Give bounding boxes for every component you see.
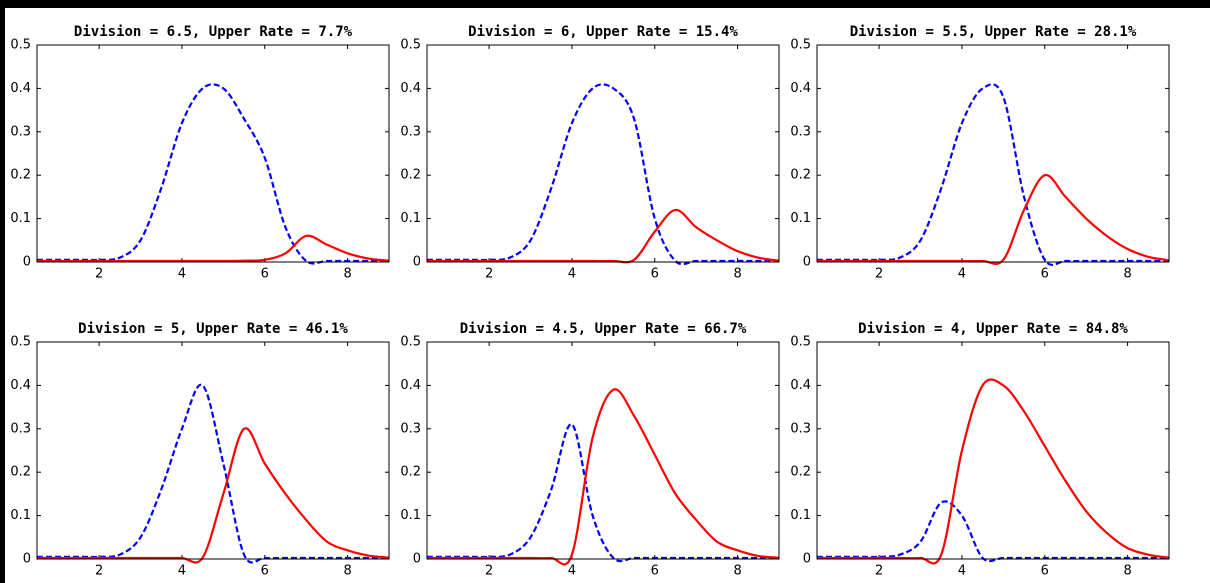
axes-box: [36, 44, 390, 263]
x-tick-label: 6: [261, 564, 269, 579]
y-tick-label: 0.4: [400, 81, 421, 96]
x-tick-label: 8: [733, 564, 741, 579]
y-tick-label: 0.3: [790, 421, 811, 436]
y-tick-label: 0.3: [790, 124, 811, 139]
line-series: [36, 383, 389, 564]
y-tick-label: 0.1: [790, 508, 811, 523]
x-tick-label: 4: [178, 564, 186, 579]
chart-title: Division = 6.5, Upper Rate = 7.7%: [74, 24, 353, 40]
chart-title: Division = 5, Upper Rate = 46.1%: [78, 321, 348, 337]
y-tick-label: 0.2: [400, 465, 421, 480]
y-tick-label: 0.1: [10, 211, 31, 226]
line-series: [37, 83, 389, 265]
x-tick-label: 8: [343, 564, 351, 579]
x-tick-label: 4: [958, 564, 966, 579]
x-tick-label: 2: [95, 267, 103, 282]
y-tick-label: 0.3: [400, 421, 421, 436]
x-tick-label: 4: [958, 267, 966, 282]
left-border: [0, 0, 5, 583]
y-tick-label: 0.1: [400, 508, 421, 523]
axes-box: [816, 44, 1170, 263]
y-tick-label: 0.3: [400, 124, 421, 139]
y-tick-label: 0: [803, 552, 811, 567]
y-tick-label: 0: [803, 255, 811, 270]
line-series: [816, 500, 1169, 563]
y-tick-label: 0.4: [790, 81, 811, 96]
axes-box: [816, 341, 1170, 560]
x-tick-label: 2: [875, 564, 883, 579]
x-tick-label: 6: [1041, 267, 1049, 282]
axes-box: [36, 341, 390, 560]
line-series: [427, 208, 780, 264]
y-tick-label: 0: [23, 552, 31, 567]
line-series: [817, 378, 1170, 565]
x-tick-label: 6: [1041, 564, 1049, 579]
x-tick-label: 2: [485, 267, 493, 282]
y-tick-label: 0.2: [10, 168, 31, 183]
axes-box: [426, 341, 780, 560]
chart-title: Division = 4, Upper Rate = 84.8%: [858, 321, 1128, 337]
axes-box: [426, 44, 780, 263]
y-tick-label: 0.5: [400, 38, 421, 53]
y-tick-label: 0.2: [10, 465, 31, 480]
y-tick-label: 0.4: [400, 378, 421, 393]
line-series: [427, 388, 780, 566]
y-tick-label: 0: [413, 552, 421, 567]
y-tick-label: 0.5: [790, 38, 811, 53]
x-tick-label: 4: [568, 564, 576, 579]
y-tick-label: 0: [23, 255, 31, 270]
x-tick-label: 8: [1123, 564, 1131, 579]
x-tick-label: 2: [485, 564, 493, 579]
y-tick-label: 0.4: [10, 378, 31, 393]
line-series: [37, 427, 390, 564]
y-tick-label: 0.4: [790, 378, 811, 393]
x-tick-label: 2: [875, 267, 883, 282]
y-tick-label: 0.5: [400, 335, 421, 350]
y-tick-label: 0.5: [10, 38, 31, 53]
y-tick-label: 0.1: [400, 211, 421, 226]
line-series: [427, 83, 779, 266]
y-tick-label: 0.5: [790, 335, 811, 350]
line-series: [817, 83, 1169, 266]
y-tick-label: 0.1: [10, 508, 31, 523]
y-tick-label: 0.3: [10, 124, 31, 139]
x-tick-label: 8: [1123, 267, 1131, 282]
x-tick-label: 8: [343, 267, 351, 282]
x-tick-label: 8: [733, 267, 741, 282]
x-tick-label: 4: [568, 267, 576, 282]
x-tick-label: 6: [651, 267, 659, 282]
y-tick-label: 0.2: [790, 168, 811, 183]
x-tick-label: 6: [261, 267, 269, 282]
x-tick-label: 2: [95, 564, 103, 579]
chart-title: Division = 6, Upper Rate = 15.4%: [468, 24, 738, 40]
y-tick-label: 0.2: [400, 168, 421, 183]
y-tick-label: 0.2: [790, 465, 811, 480]
y-tick-label: 0.1: [790, 211, 811, 226]
y-tick-label: 0.3: [10, 421, 31, 436]
line-series: [817, 174, 1170, 265]
chart-title: Division = 5.5, Upper Rate = 28.1%: [850, 24, 1137, 40]
x-tick-label: 6: [651, 564, 659, 579]
line-series: [426, 423, 779, 563]
y-tick-label: 0.5: [10, 335, 31, 350]
y-tick-label: 0.4: [10, 81, 31, 96]
y-tick-label: 0: [413, 255, 421, 270]
chart-title: Division = 4.5, Upper Rate = 66.7%: [460, 321, 747, 337]
top-border: [0, 0, 1210, 8]
x-tick-label: 4: [178, 267, 186, 282]
line-series: [37, 234, 390, 263]
